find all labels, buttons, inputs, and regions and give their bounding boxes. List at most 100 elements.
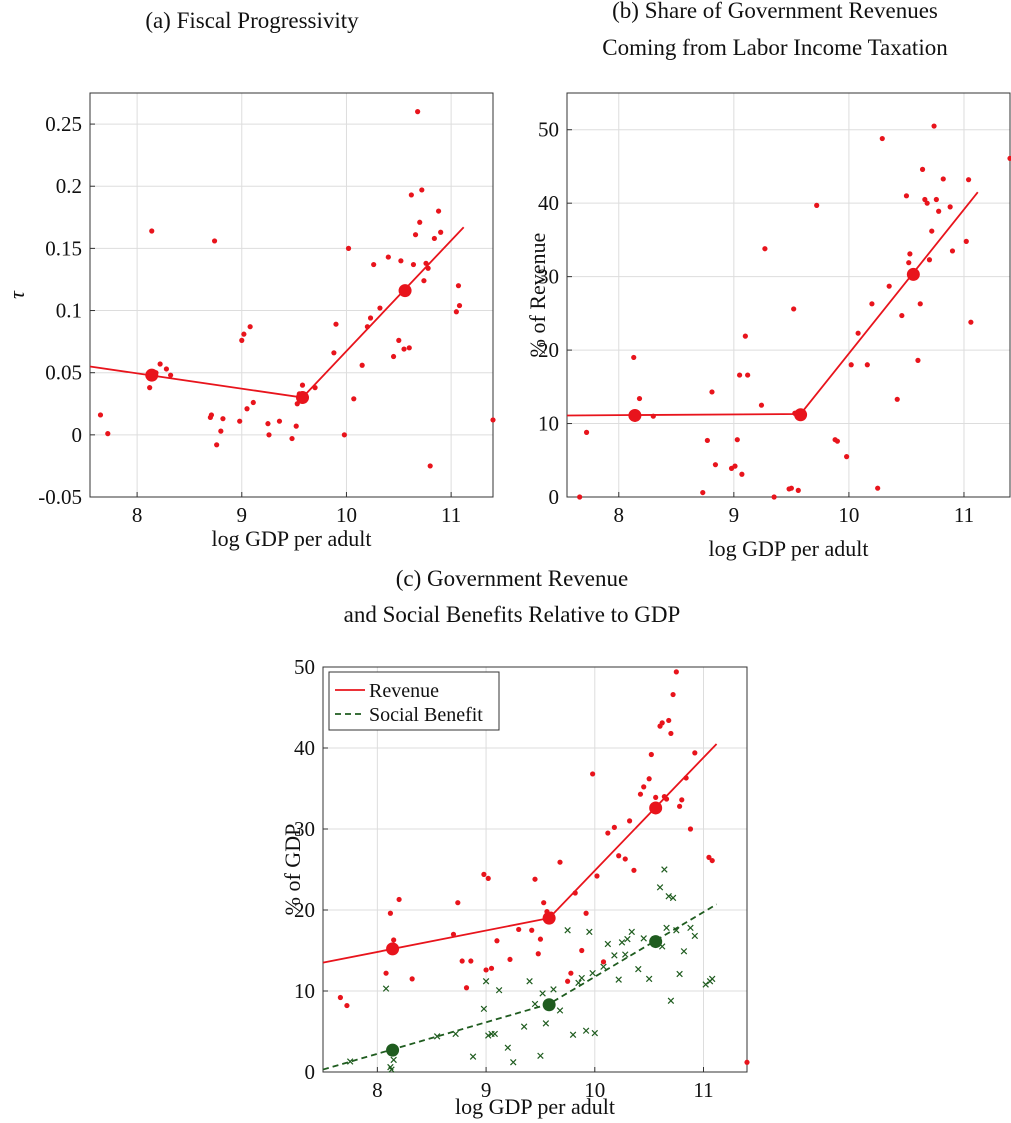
x-tick-label: 8 bbox=[132, 503, 143, 527]
data-point-cross bbox=[586, 928, 593, 936]
data-point bbox=[105, 431, 111, 437]
data-point bbox=[516, 926, 522, 933]
data-point-cross bbox=[569, 1031, 577, 1038]
data-point-cross bbox=[542, 1020, 550, 1027]
data-point bbox=[168, 372, 174, 378]
data-point-cross bbox=[591, 1029, 599, 1037]
data-point bbox=[565, 978, 571, 984]
data-point-cross bbox=[656, 884, 664, 891]
data-point bbox=[848, 362, 854, 368]
data-point-cross bbox=[510, 1059, 517, 1066]
data-point-cross bbox=[390, 1056, 397, 1064]
y-tick-label: 50 bbox=[538, 118, 559, 142]
data-point-cross bbox=[504, 1044, 512, 1051]
data-point bbox=[762, 246, 768, 252]
data-point bbox=[417, 219, 423, 225]
data-point bbox=[241, 331, 247, 337]
data-point-cross bbox=[691, 932, 699, 940]
data-point bbox=[579, 947, 585, 954]
data-point-cross bbox=[578, 974, 585, 982]
data-point bbox=[331, 350, 337, 356]
data-point bbox=[636, 395, 643, 402]
bin-mean-point bbox=[906, 267, 920, 281]
data-point bbox=[947, 204, 953, 210]
data-point bbox=[924, 200, 930, 206]
x-tick-label: 9 bbox=[481, 1078, 492, 1102]
data-point-cross bbox=[388, 1066, 395, 1073]
data-point bbox=[488, 965, 495, 971]
plot-frame bbox=[566, 92, 1011, 498]
x-tick-label: 10 bbox=[584, 1078, 605, 1102]
data-point bbox=[247, 324, 253, 330]
data-point bbox=[926, 257, 933, 263]
data-point-cross bbox=[640, 935, 647, 942]
y-tick-label: 20 bbox=[538, 338, 559, 362]
data-point bbox=[250, 399, 256, 406]
data-point bbox=[494, 938, 500, 944]
data-point bbox=[968, 319, 974, 325]
data-point bbox=[600, 959, 607, 965]
data-point-cross bbox=[550, 986, 557, 993]
data-point bbox=[537, 936, 544, 942]
x-axis-label: log GDP per adult bbox=[709, 536, 869, 561]
data-point bbox=[771, 494, 777, 500]
data-point bbox=[214, 442, 220, 448]
data-point-cross bbox=[564, 927, 571, 934]
legend-label: Revenue bbox=[369, 680, 439, 702]
chart-title: (c) Government Revenue bbox=[396, 566, 628, 591]
data-point bbox=[875, 485, 881, 491]
data-point bbox=[396, 896, 402, 903]
x-tick-label: 11 bbox=[954, 503, 974, 527]
data-point bbox=[791, 306, 797, 312]
data-point-cross bbox=[582, 1027, 590, 1034]
x-tick-label: 11 bbox=[693, 1078, 713, 1102]
data-point bbox=[679, 797, 685, 803]
data-point bbox=[687, 826, 694, 832]
y-tick-label: 10 bbox=[294, 979, 315, 1003]
data-point bbox=[337, 994, 343, 1001]
bin-mean-point bbox=[145, 368, 159, 382]
bin-mean-point bbox=[649, 801, 663, 815]
fit-line-red bbox=[566, 191, 979, 417]
data-point bbox=[637, 791, 644, 797]
data-point bbox=[734, 437, 740, 443]
data-point bbox=[611, 824, 617, 830]
data-point bbox=[541, 900, 547, 906]
data-point bbox=[266, 432, 272, 438]
data-point bbox=[666, 717, 672, 724]
data-point bbox=[456, 302, 463, 309]
data-point bbox=[468, 958, 474, 964]
data-point bbox=[676, 803, 683, 809]
data-point bbox=[208, 412, 215, 418]
data-point bbox=[351, 396, 357, 402]
y-tick-label: 0.2 bbox=[56, 174, 82, 198]
x-axis-label: log GDP per adult bbox=[212, 526, 372, 551]
data-point-cross bbox=[604, 940, 612, 948]
data-point bbox=[529, 927, 535, 933]
data-point bbox=[398, 258, 404, 264]
data-point bbox=[1007, 155, 1011, 161]
y-tick-label: 0 bbox=[72, 423, 83, 447]
data-point bbox=[673, 669, 679, 675]
data-point bbox=[421, 278, 427, 284]
data-point bbox=[742, 333, 748, 339]
data-point bbox=[265, 421, 271, 427]
y-axis-label: % of GDP bbox=[280, 824, 305, 916]
data-point bbox=[933, 196, 939, 203]
data-point bbox=[367, 315, 374, 321]
data-point bbox=[915, 357, 921, 363]
data-point bbox=[709, 857, 715, 864]
y-axis-label: % of Revenue bbox=[525, 233, 550, 358]
data-point bbox=[391, 937, 397, 943]
data-point bbox=[532, 876, 538, 882]
data-point bbox=[483, 967, 489, 973]
data-point-cross bbox=[676, 970, 683, 978]
bin-mean-point bbox=[295, 391, 309, 405]
data-point bbox=[788, 485, 794, 491]
data-point-cross bbox=[589, 969, 596, 977]
data-point bbox=[147, 385, 153, 391]
data-point bbox=[438, 229, 444, 235]
x-tick-label: 9 bbox=[237, 503, 248, 527]
data-point bbox=[906, 260, 912, 266]
y-tick-label: 0.25 bbox=[45, 112, 82, 136]
